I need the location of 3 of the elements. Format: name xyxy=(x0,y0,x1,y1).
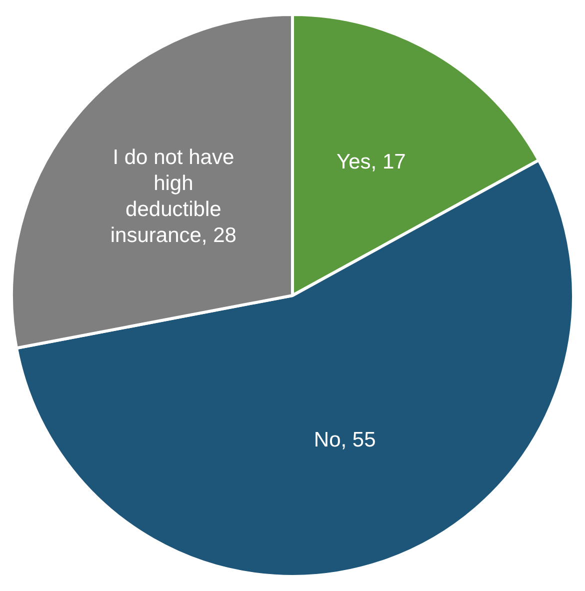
slice-label: Yes, 17 xyxy=(336,150,406,174)
slice-label: I do not have high deductible insurance, 28 xyxy=(110,146,236,247)
slice-label: No, 55 xyxy=(314,428,376,452)
